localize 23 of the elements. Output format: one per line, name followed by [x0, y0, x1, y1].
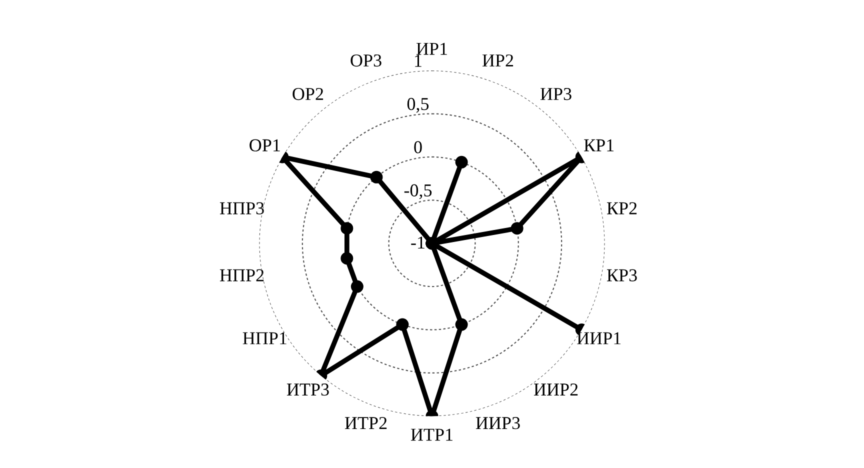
spoke-label: КР1	[584, 139, 614, 152]
spoke-label: НПР1	[242, 332, 286, 344]
spoke-label: ОР3	[350, 54, 382, 67]
spoke-label: ИР3	[540, 88, 572, 100]
spoke-label: ОР2	[292, 88, 324, 100]
spoke-label: ОР1	[250, 139, 280, 152]
y-tick-label: 0,5	[407, 98, 429, 113]
spoke-label: ИИР1	[577, 332, 621, 344]
spoke-label: ИТР2	[344, 417, 387, 430]
spoke-label: КР3	[606, 269, 637, 282]
spoke-label: ИР1	[416, 42, 447, 55]
spoke-label: КР2	[606, 202, 637, 214]
spoke-label: ИИР2	[534, 384, 578, 396]
y-tick-label: 0	[414, 141, 422, 154]
spoke-label: НПР2	[220, 269, 264, 282]
spoke-label: НПР3	[220, 202, 264, 214]
spoke-label: ИТР3	[286, 384, 329, 396]
spoke-label: ИР2	[482, 54, 514, 66]
spoke-label: ИТР1	[410, 428, 452, 441]
y-tick-label: 1	[415, 54, 422, 67]
y-tick-label: -0,5	[404, 184, 432, 200]
spoke-label: ИИР3	[476, 417, 520, 430]
y-tick-label: -1	[411, 236, 424, 249]
